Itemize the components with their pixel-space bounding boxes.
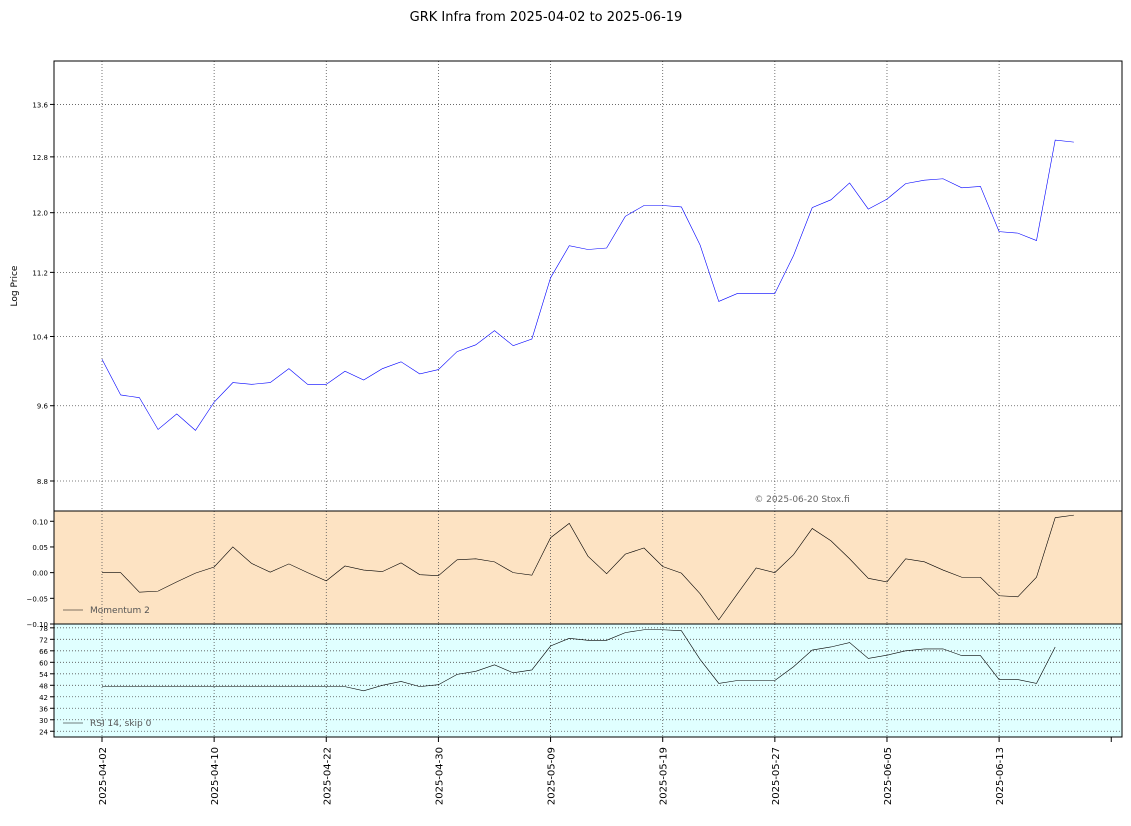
rsi-y-tick-label: 54 [39, 671, 48, 679]
rsi-y-tick-label: 72 [39, 636, 48, 644]
price-y-tick-label: 10.4 [32, 333, 48, 341]
x-tick-label: 2025-04-02 [98, 747, 109, 805]
price-y-tick-label: 13.6 [32, 101, 48, 109]
price-y-tick-label: 9.6 [37, 403, 49, 411]
rsi-y-tick-label: 78 [39, 625, 48, 633]
rsi-y-tick-label: 30 [39, 717, 48, 725]
momentum-y-tick-label: 0.05 [32, 544, 48, 552]
rsi-y-tick-label: 24 [39, 728, 48, 736]
x-tick-label: 2025-06-05 [883, 747, 894, 805]
x-tick-label: 2025-04-22 [322, 747, 333, 805]
watermark: © 2025-06-20 Stox.fi [754, 495, 849, 505]
momentum-y-tick-label: 0.10 [32, 518, 48, 526]
x-tick-label: 2025-04-10 [210, 747, 221, 805]
price-y-tick-label: 11.2 [32, 269, 48, 277]
rsi-y-tick-label: 60 [39, 659, 48, 667]
price-y-tick-label: 12.8 [32, 154, 48, 162]
x-tick-label: 2025-04-30 [434, 747, 445, 805]
rsi-legend-label: RSI 14, skip 0 [90, 719, 152, 729]
momentum-y-tick-label: 0.00 [32, 570, 48, 578]
chart-title: GRK Infra from 2025-04-02 to 2025-06-19 [410, 10, 683, 25]
rsi-y-tick-label: 36 [39, 705, 48, 713]
price-y-tick-label: 12.0 [32, 210, 48, 218]
x-tick-label: 2025-06-13 [995, 747, 1006, 805]
momentum-legend-label: Momentum 2 [90, 606, 150, 616]
x-tick-label: 2025-05-19 [659, 747, 670, 805]
rsi-y-tick-label: 48 [39, 682, 48, 690]
price-y-tick-label: 8.8 [37, 478, 48, 486]
rsi-panel: 78 72 66 60 54 48 42 36 30 24 RSI 14, skip 0 [39, 624, 1122, 737]
y-axis-label: Log Price [10, 265, 20, 306]
rsi-y-tick-label: 42 [39, 694, 48, 702]
momentum-y-tick-label: −0.05 [27, 595, 48, 603]
rsi-y-tick-label: 66 [39, 648, 48, 656]
x-tick-label: 2025-05-27 [771, 747, 782, 805]
x-tick-label: 2025-05-09 [547, 747, 558, 805]
